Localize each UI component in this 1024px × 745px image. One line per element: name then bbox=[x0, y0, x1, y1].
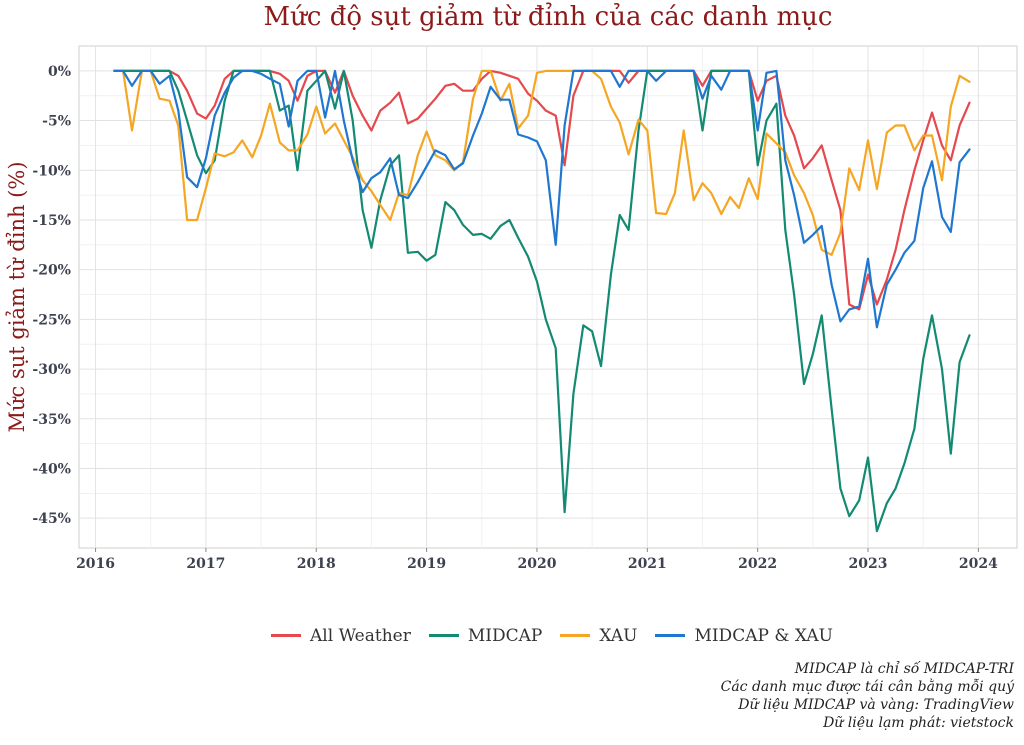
x-tick-label: 2024 bbox=[959, 556, 998, 572]
y-tick-label: -15% bbox=[32, 213, 71, 229]
y-tick-label: -5% bbox=[42, 114, 71, 130]
series-line-midcap-xau bbox=[113, 69, 971, 329]
y-tick-label: -20% bbox=[32, 263, 71, 279]
legend-label: All Weather bbox=[310, 625, 411, 646]
y-tick-label: -30% bbox=[32, 362, 71, 378]
legend-item: MIDCAP bbox=[428, 625, 543, 646]
y-tick-label: -25% bbox=[32, 312, 71, 328]
legend-swatch bbox=[560, 634, 591, 637]
x-tick-label: 2018 bbox=[297, 556, 336, 572]
note-line: Dữ liệu MIDCAP và vàng: TradingView bbox=[738, 697, 1014, 713]
y-tick-label: -10% bbox=[32, 163, 71, 179]
y-tick-label: -35% bbox=[32, 412, 71, 428]
legend-label: MIDCAP bbox=[467, 625, 543, 646]
legend: All Weather MIDCAP XAU MIDCAP & XAU bbox=[0, 622, 1024, 646]
legend-item: MIDCAP & XAU bbox=[655, 626, 833, 646]
legend-swatch bbox=[655, 634, 686, 637]
y-tick-label: 0% bbox=[48, 64, 71, 80]
x-tick-label: 2017 bbox=[186, 556, 225, 572]
x-tick-label: 2021 bbox=[628, 556, 667, 572]
x-tick-label: 2020 bbox=[517, 556, 556, 572]
legend-swatch bbox=[428, 634, 459, 637]
note-line: Dữ liệu lạm phát: vietstock bbox=[823, 715, 1014, 731]
x-tick-label: 2016 bbox=[76, 556, 115, 572]
y-tick-label: -45% bbox=[32, 511, 71, 527]
chart-title: Mức độ sụt giảm từ đỉnh của các danh mục bbox=[263, 2, 833, 32]
series-line-midcap bbox=[113, 69, 971, 533]
note-line: Các danh mục được tái cân bằng mỗi quý bbox=[720, 679, 1014, 695]
y-tick-label: -40% bbox=[32, 461, 71, 477]
legend-label: XAU bbox=[599, 625, 638, 646]
legend-swatch bbox=[271, 634, 302, 637]
x-tick-label: 2022 bbox=[738, 556, 777, 572]
y-axis-label: Mức sụt giảm từ đỉnh (%) bbox=[5, 161, 29, 432]
x-tick-label: 2019 bbox=[407, 556, 446, 572]
legend-label: MIDCAP & XAU bbox=[694, 625, 833, 646]
legend-item: XAU bbox=[560, 626, 637, 646]
drawdown-line-chart: 0% -5% -10% -15% -20% -25% -30% -35% -40% -45% 20… bbox=[5, 45, 1018, 572]
plot-area bbox=[78, 45, 1018, 549]
legend-item: All Weather bbox=[271, 626, 411, 646]
chart-notes: MIDCAP là chỉ số MIDCAP-TRI Các danh mục… bbox=[721, 660, 1014, 732]
note-line: MIDCAP là chỉ số MIDCAP-TRI bbox=[794, 661, 1014, 677]
x-tick-label: 2023 bbox=[849, 556, 888, 572]
